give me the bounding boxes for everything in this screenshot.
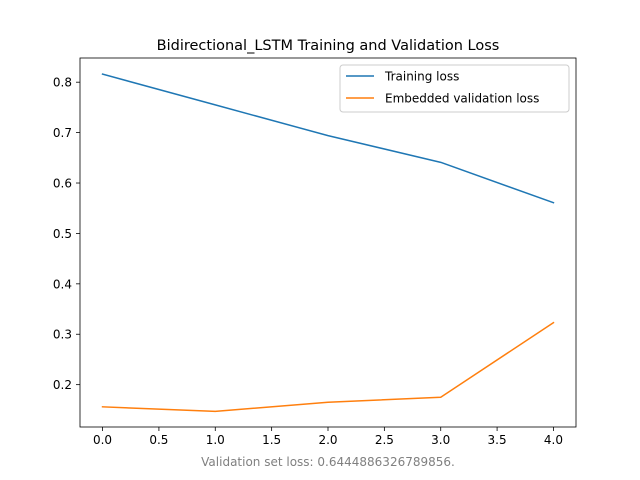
x-tick-label: 4.0: [544, 433, 563, 447]
chart-title: Bidirectional_LSTM Training and Validati…: [157, 38, 500, 54]
x-tick-label: 3.0: [431, 433, 450, 447]
x-tick-label: 0.0: [93, 433, 112, 447]
y-tick-label: 0.6: [53, 177, 72, 191]
legend: Training loss Embedded validation loss: [339, 64, 570, 113]
x-tick-label: 3.5: [488, 433, 507, 447]
series-line-0: [101, 73, 555, 204]
y-tick-label: 0.2: [53, 378, 72, 392]
x-tick-label: 2.0: [318, 433, 337, 447]
y-tick-label: 0.8: [53, 76, 72, 90]
legend-box: [339, 64, 570, 113]
x-tick-label: 1.5: [262, 433, 281, 447]
legend-label: Training loss: [384, 70, 459, 84]
y-tick-label: 0.4: [53, 277, 72, 291]
x-tick-label: 0.5: [149, 433, 168, 447]
validation-loss-note: Validation set loss: 0.6444886326789856.: [201, 455, 455, 469]
series-line-1: [101, 321, 555, 413]
axes-frame: [79, 57, 577, 428]
x-tick-label: 2.5: [375, 433, 394, 447]
y-tick-label: 0.7: [53, 126, 72, 140]
y-tick-label: 0.5: [53, 227, 72, 241]
x-tick-label: 1.0: [206, 433, 225, 447]
y-tick-label: 0.3: [53, 328, 72, 342]
legend-label: Embedded validation loss: [385, 92, 539, 106]
